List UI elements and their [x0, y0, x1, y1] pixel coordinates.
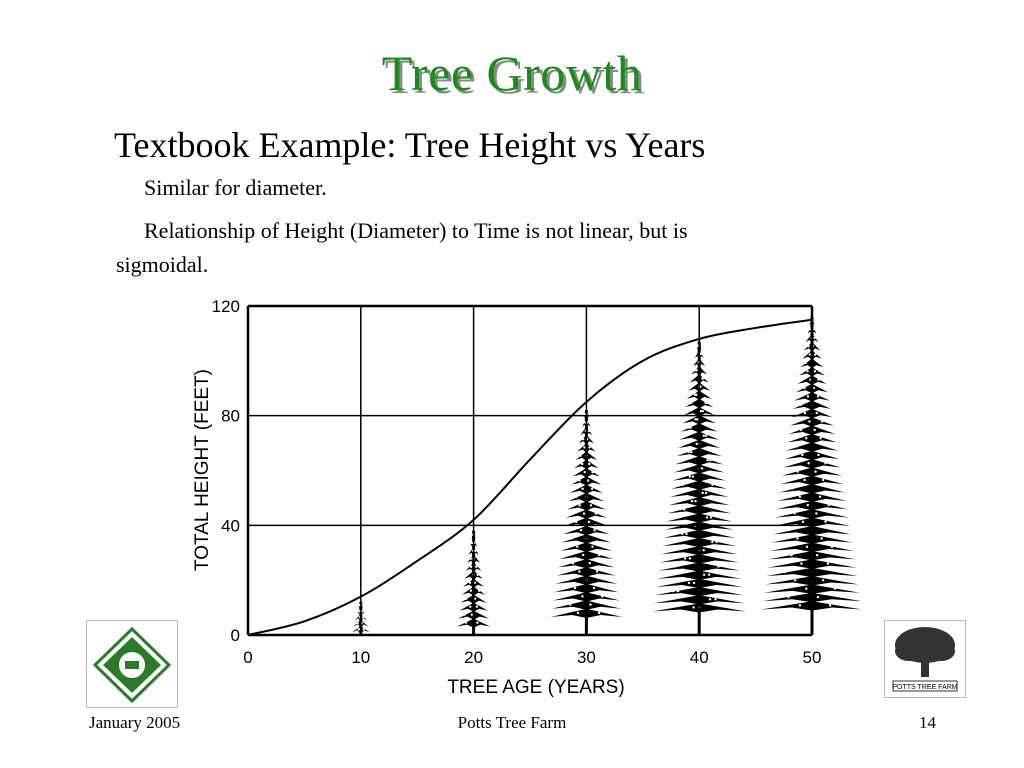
bullet-relationship: Relationship of Height (Diameter) to Tim…: [144, 218, 688, 243]
x-tick-label: 50: [803, 648, 822, 667]
x-tick-label: 10: [351, 648, 370, 667]
slide-title: Tree Growth: [381, 45, 643, 101]
footer-date: January 2005: [89, 713, 181, 732]
logo-text: POTTS TREE FARM: [892, 684, 957, 691]
diamond-emblem-logo: [86, 620, 178, 708]
y-tick-label: 40: [221, 516, 240, 535]
y-tick-label: 120: [212, 297, 240, 316]
x-tick-label: 0: [243, 648, 252, 667]
footer-page-number: 14: [919, 713, 936, 732]
tree-illustration: [761, 316, 860, 635]
bullet-diameter: Similar for diameter.: [144, 175, 327, 200]
x-tick-label: 30: [577, 648, 596, 667]
growth-chart: 0 40 80 120 0 10 20 30 40 50 TREE AGE (YEARS) TO…: [192, 297, 860, 698]
x-tick-label: 20: [464, 648, 483, 667]
bullet-relationship-cont: sigmoidal.: [116, 252, 209, 277]
footer-center: Potts Tree Farm: [457, 713, 567, 732]
oak-tree-logo: POTTS TREE FARM: [884, 620, 966, 698]
chart-grid: [246, 304, 814, 637]
growth-curve: [247, 318, 813, 636]
x-axis-label: TREE AGE (YEARS): [447, 677, 624, 698]
y-axis-label: TOTAL HEIGHT (FEET): [192, 369, 213, 571]
y-tick-label: 0: [231, 626, 240, 645]
slide-heading: Textbook Example: Tree Height vs Years: [114, 125, 706, 165]
y-tick-label: 80: [221, 407, 240, 426]
x-tick-label: 40: [690, 648, 709, 667]
tree-illustrations: [351, 316, 860, 635]
